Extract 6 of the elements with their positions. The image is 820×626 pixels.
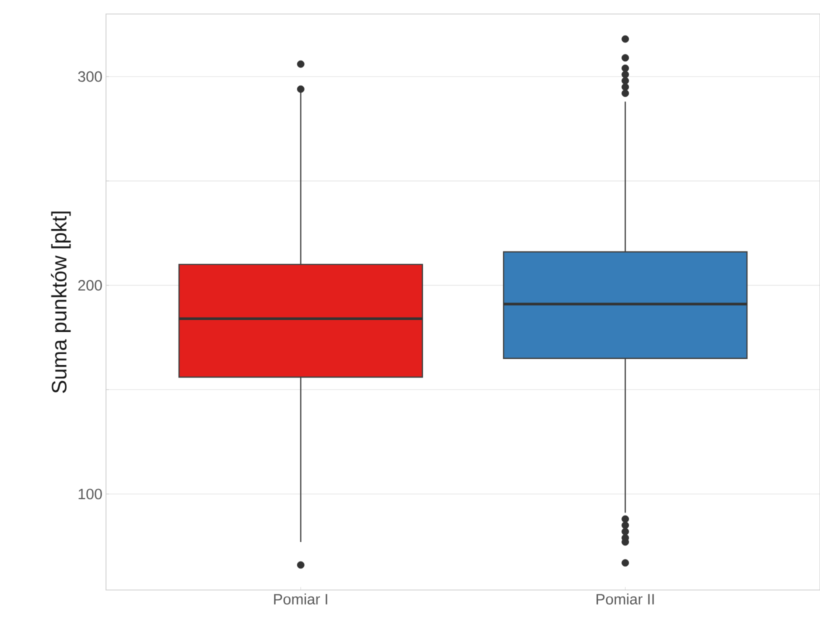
- x-tick-label: Pomiar I: [274, 594, 328, 604]
- y-tick-label: 100: [78, 488, 102, 500]
- y-tick-label: 200: [78, 280, 102, 291]
- y-tick-label: 300: [78, 71, 102, 82]
- x-tick-label: Pomiar II: [596, 594, 654, 604]
- y-axis-title: Suma punktów [pkt]: [50, 212, 71, 393]
